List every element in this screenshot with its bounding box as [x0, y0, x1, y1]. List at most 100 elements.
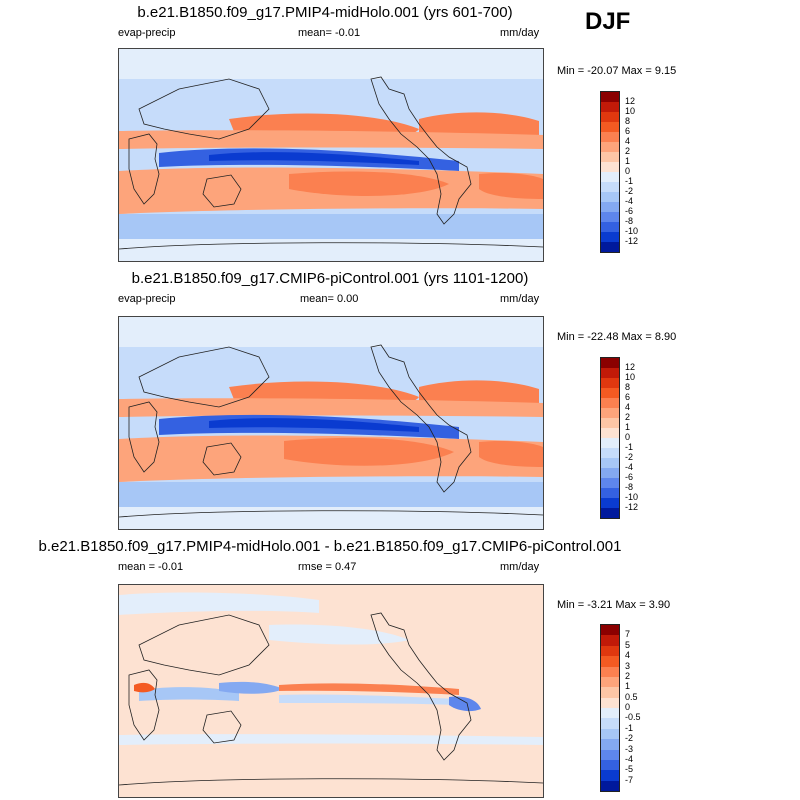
antarctic-band: [119, 239, 543, 261]
colorbar-tick-label: -1: [625, 722, 634, 733]
colorbar-segment: [601, 112, 619, 122]
panel2-colorbar: [600, 357, 620, 519]
colorbar-tick-label: 10: [625, 106, 636, 116]
colorbar-tick-label: 6: [625, 126, 631, 136]
colorbar-tick-label: 5: [625, 639, 631, 650]
colorbar-tick-label: -0.5: [625, 712, 641, 723]
colorbar-tick-label: -10: [625, 226, 639, 236]
colorbar-segment: [601, 656, 619, 667]
panel3-title: b.e21.B1850.f09_g17.PMIP4-midHolo.001 - …: [38, 538, 622, 555]
panel3-map: [118, 584, 544, 798]
colorbar-segment: [601, 132, 619, 142]
panel1-minmax: Min = -20.07 Max = 9.15: [557, 65, 677, 77]
panel3-rmse-label: rmse = 0.47: [298, 561, 357, 573]
eurasia-outline: [138, 346, 270, 408]
colorbar-tick-label: -12: [625, 502, 639, 512]
colorbar-segment: [601, 368, 619, 378]
colorbar-segment: [601, 428, 619, 438]
colorbar-segment: [601, 478, 619, 488]
pacific-itcz-dipole-red: [279, 683, 459, 695]
north-pacific-blue: [269, 624, 409, 645]
colorbar-segment: [601, 635, 619, 646]
panel2-map: [118, 316, 544, 530]
panel2-units-label: mm/day: [500, 293, 540, 305]
africa-outline: [128, 669, 160, 741]
colorbar-segment: [601, 676, 619, 688]
americas-outline: [370, 612, 472, 761]
colorbar-tick-label: 10: [625, 372, 636, 382]
colorbar-tick-label: 6: [625, 392, 631, 402]
colorbar-tick-label: 0: [625, 432, 631, 442]
colorbar-segment: [601, 468, 619, 478]
panel2-colorbar-ticks: 12 10 8 6 4 2 1 0 -1 -2 -4 -6 -8 -10 -12: [625, 357, 665, 517]
colorbar-segment: [601, 749, 619, 760]
southern-ocean-band: [119, 482, 543, 507]
colorbar-tick-label: -8: [625, 216, 634, 226]
colorbar-segment: [601, 192, 619, 202]
north-subtropic-band: [119, 398, 543, 417]
south-atlantic-dry: [479, 440, 543, 467]
colorbar-segment: [601, 448, 619, 458]
antarctica-outline: [119, 242, 543, 250]
antarctica-outline: [119, 778, 543, 786]
africa-outline: [128, 133, 160, 205]
arctic-band: [119, 317, 543, 347]
colorbar-segment: [601, 666, 619, 677]
colorbar-tick-label: 0: [625, 166, 631, 176]
colorbar-tick-label: -6: [625, 206, 634, 216]
south-pacific-dry: [284, 437, 454, 466]
colorbar-tick-label: 2: [625, 412, 631, 422]
colorbar-segment: [601, 92, 619, 102]
panel1-map: [118, 48, 544, 262]
colorbar-tick-label: 4: [625, 136, 631, 146]
colorbar-segment: [601, 232, 619, 242]
americas-outline: [370, 76, 472, 225]
colorbar-segment: [601, 708, 619, 719]
colorbar-segment: [601, 770, 619, 781]
colorbar-tick-label: -3: [625, 743, 634, 754]
colorbar-tick-label: -4: [625, 462, 634, 472]
panel3-minmax: Min = -3.21 Max = 3.90: [557, 599, 671, 611]
colorbar-segment: [601, 408, 619, 418]
colorbar-segment: [601, 142, 619, 152]
colorbar-tick-label: 8: [625, 382, 631, 392]
colorbar-tick-label: 4: [625, 402, 631, 412]
colorbar-segment: [601, 358, 619, 368]
panel3-colorbar-segments: [600, 624, 620, 792]
panel1-colorbar: [600, 91, 620, 253]
colorbar-segment: [601, 222, 619, 232]
colorbar-tick-label: 0: [625, 702, 631, 712]
panel3-colorbar: [600, 624, 620, 792]
colorbar-tick-label: -2: [625, 452, 634, 462]
colorbar-tick-label: -12: [625, 236, 639, 246]
panel1-mean-label: mean= -0.01: [298, 27, 361, 39]
colorbar-segment: [601, 759, 619, 771]
colorbar-tick-label: 1: [625, 156, 631, 166]
maritime-continent-blue: [219, 681, 284, 694]
panel2-mean-label: mean= 0.00: [300, 293, 359, 305]
colorbar-tick-label: -8: [625, 482, 634, 492]
panel1-colorbar-ticks: 12 10 8 6 4 2 1 0 -1 -2 -4 -6 -8 -10 -12: [625, 91, 665, 251]
panel2-minmax: Min = -22.48 Max = 8.90: [557, 331, 677, 343]
eurasia-outline: [138, 78, 270, 140]
south-america-blue: [449, 696, 481, 712]
panel2-variable-label: evap-precip: [118, 293, 176, 305]
north-subtropic-band: [119, 130, 543, 149]
south-atlantic-dry: [479, 172, 543, 199]
colorbar-segment: [601, 122, 619, 132]
africa-outline: [128, 401, 160, 473]
colorbar-tick-label: 12: [625, 96, 636, 106]
colorbar-tick-label: 3: [625, 660, 631, 671]
arctic-band: [119, 49, 543, 79]
indian-ocean-blue: [139, 687, 239, 701]
colorbar-segment: [601, 739, 619, 750]
colorbar-tick-label: -6: [625, 472, 634, 482]
panel1-variable-label: evap-precip: [118, 27, 176, 39]
colorbar-tick-label: 0.5: [625, 691, 638, 702]
season-label: DJF: [585, 8, 631, 35]
africa-red: [134, 682, 155, 693]
colorbar-segment: [601, 645, 619, 657]
southern-ocean-band: [119, 214, 543, 239]
southern-blue-patches: [119, 734, 543, 745]
eurasia-outline: [138, 614, 270, 676]
